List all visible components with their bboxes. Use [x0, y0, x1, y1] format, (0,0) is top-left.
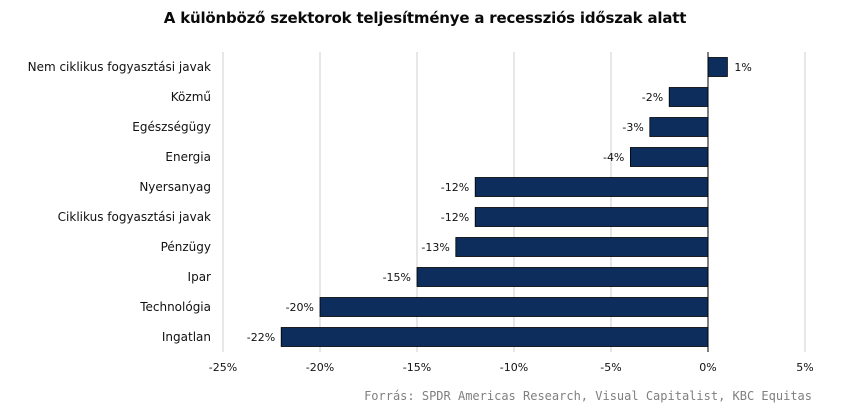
category-label: Ingatlan	[162, 330, 211, 344]
category-label: Ipar	[188, 270, 212, 284]
x-tick-label: -5%	[600, 361, 621, 374]
bar	[455, 237, 709, 257]
category-label: Pénzügy	[161, 240, 211, 254]
source-note: Forrás: SPDR Americas Research, Visual C…	[364, 389, 812, 403]
x-tick-label: -10%	[500, 361, 528, 374]
bar	[707, 57, 728, 77]
bar	[319, 297, 709, 317]
x-tick-label: -20%	[306, 361, 334, 374]
bar	[416, 267, 709, 287]
category-label: Ciklikus fogyasztási javak	[58, 210, 211, 224]
value-label: 1%	[734, 61, 751, 74]
category-label: Nyersanyag	[139, 180, 211, 194]
bar	[630, 147, 709, 167]
value-label: -3%	[622, 121, 643, 134]
x-tick-label: -15%	[403, 361, 431, 374]
category-label: Technológia	[139, 300, 211, 314]
bar	[474, 207, 709, 227]
value-label: -22%	[247, 331, 275, 344]
value-label: -2%	[642, 91, 663, 104]
value-label: -15%	[383, 271, 411, 284]
bars	[280, 57, 728, 347]
bar	[474, 177, 709, 197]
x-tick-label: -25%	[209, 361, 237, 374]
bar	[668, 87, 709, 107]
value-label: -20%	[286, 301, 314, 314]
category-label: Nem ciklikus fogyasztási javak	[28, 60, 211, 74]
value-label: -4%	[603, 151, 624, 164]
value-label: -12%	[441, 181, 469, 194]
value-label: -13%	[421, 241, 449, 254]
bar	[280, 327, 709, 347]
category-label: Közmű	[171, 90, 211, 104]
bar	[649, 117, 709, 137]
chart-title: A különböző szektorok teljesítménye a re…	[163, 9, 687, 27]
labels: -25% -20% -15% -10% -5% 0% 5% Nem ciklikus fogy…	[28, 60, 814, 374]
value-label: -12%	[441, 211, 469, 224]
category-label: Egészségügy	[132, 120, 211, 134]
x-tick-label: 5%	[796, 361, 813, 374]
x-tick-label: 0%	[699, 361, 716, 374]
category-label: Energia	[165, 150, 211, 164]
